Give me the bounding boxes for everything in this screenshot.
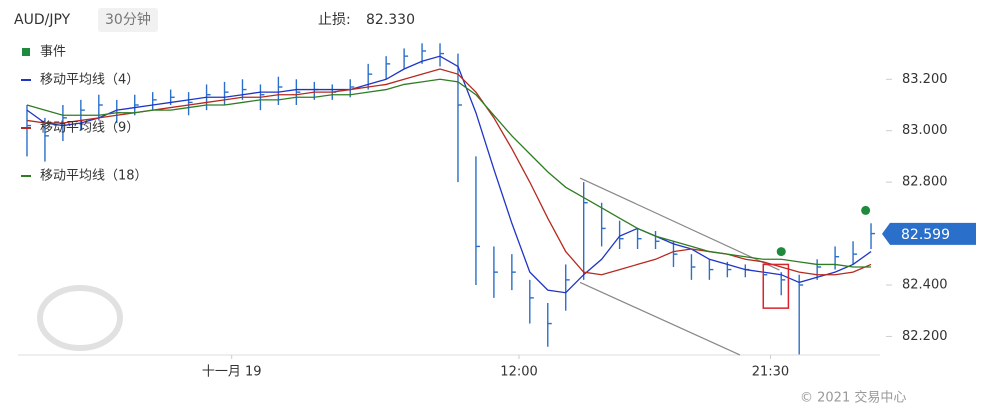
timeframe: 30分钟 — [105, 11, 151, 28]
trendline — [579, 177, 780, 271]
y-tick-label: 83.200 — [902, 72, 948, 87]
x-tick-label: 12:00 — [500, 365, 537, 380]
legend-label: 移动平均线（18） — [40, 169, 148, 184]
x-tick-label: 21:30 — [752, 365, 789, 380]
moving-average — [26, 55, 872, 294]
legend-label: 事件 — [40, 45, 66, 60]
y-tick-label: 82.200 — [902, 329, 948, 344]
copyright: © 2021 交易中心 — [800, 390, 906, 406]
watermark-logo — [37, 285, 123, 351]
stop-loss-label: 止损: — [318, 12, 351, 28]
legend-label: 移动平均线（9） — [40, 121, 139, 136]
y-tick-label: 83.000 — [902, 123, 948, 138]
legend-label: 移动平均线（4） — [40, 73, 139, 88]
stop-loss: 82.330 — [366, 12, 415, 28]
trendline — [579, 281, 741, 356]
symbol: AUD/JPY — [14, 12, 71, 28]
last-price-label: 82.599 — [901, 227, 950, 243]
last-price-tag — [882, 222, 976, 245]
moving-average — [26, 78, 872, 268]
event-marker — [776, 247, 786, 257]
y-tick-label: 82.400 — [902, 278, 948, 293]
y-tick-label: 82.800 — [902, 175, 948, 190]
timeframe-box — [98, 8, 158, 32]
event-marker — [861, 205, 871, 215]
x-tick-label: 十一月 19 — [202, 365, 262, 380]
highlight-box — [762, 263, 790, 309]
legend-swatch — [22, 48, 30, 56]
